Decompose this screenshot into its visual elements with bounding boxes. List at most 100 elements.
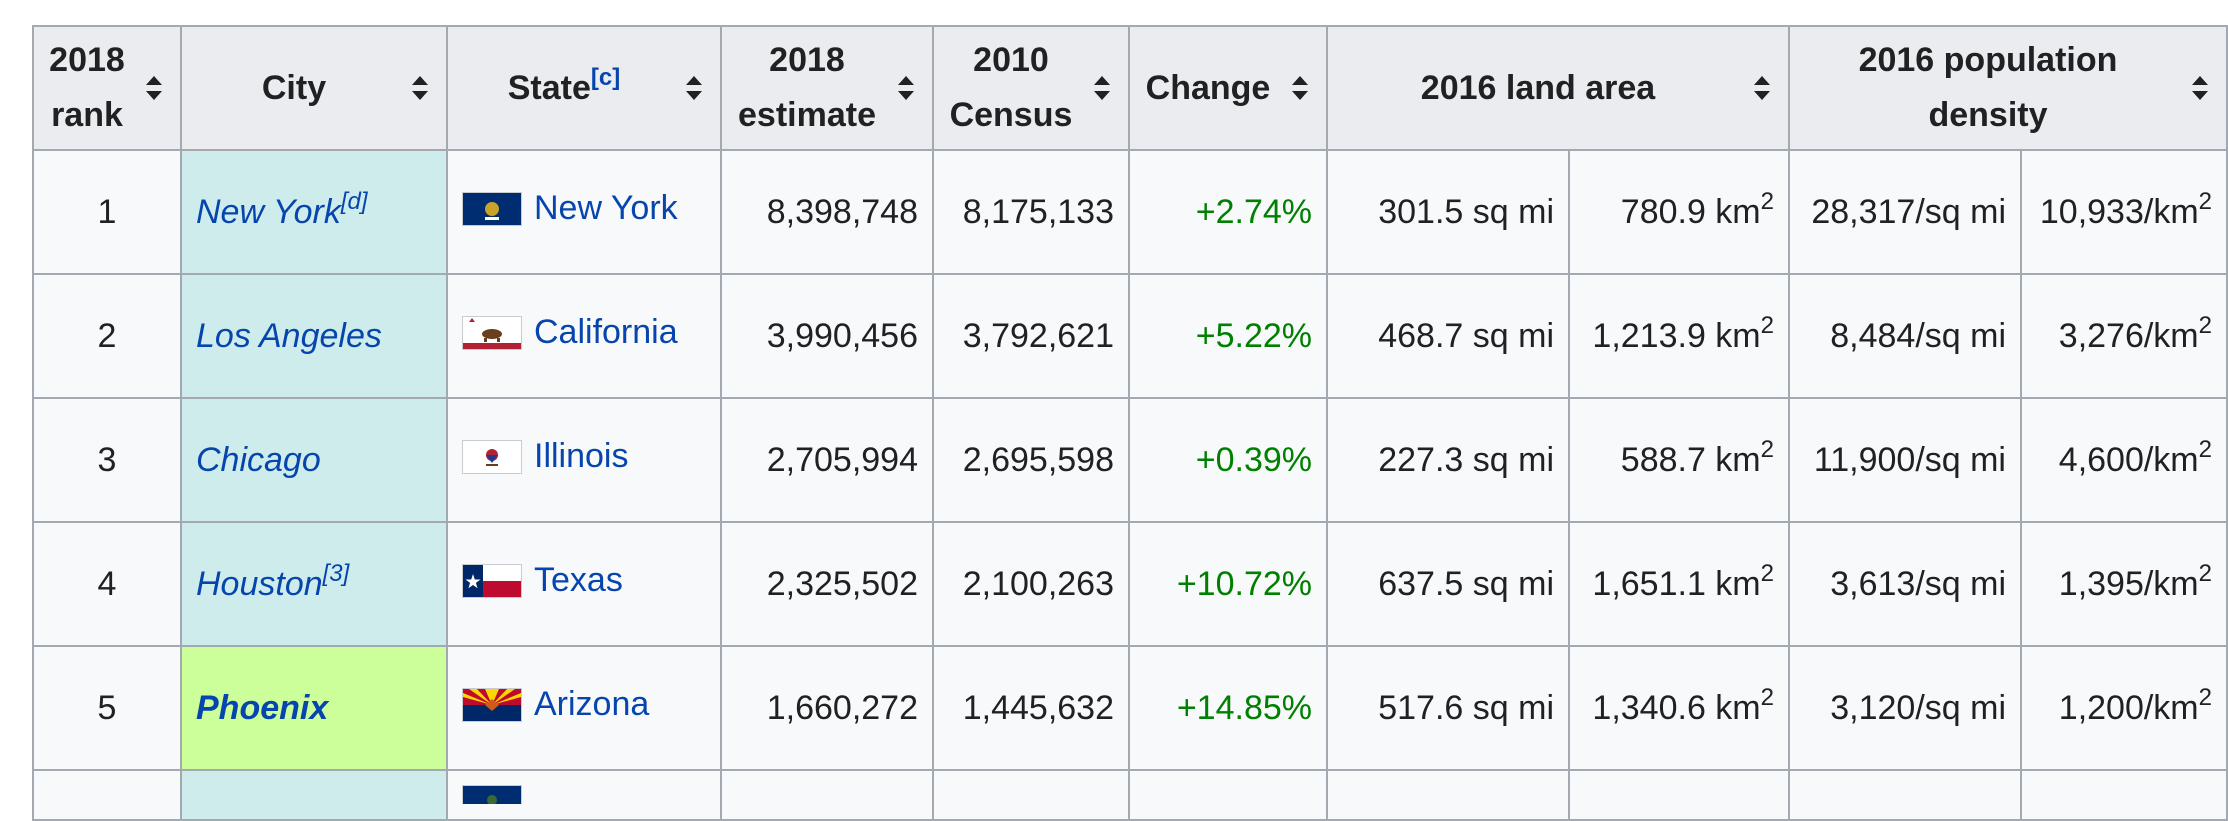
area-km-value: 1,213.9 km xyxy=(1592,316,1761,355)
header-estimate[interactable]: 2018 estimate xyxy=(720,25,934,151)
header-density-line1: 2016 population xyxy=(1858,41,2118,79)
city-link[interactable]: Houston xyxy=(196,564,323,603)
density-km-value: 1,395/km xyxy=(2058,564,2199,603)
state-link[interactable]: Texas xyxy=(534,561,623,600)
header-census-line1: 2010 xyxy=(973,41,1049,79)
sort-icon[interactable] xyxy=(2190,74,2210,102)
density-km-cell: 3,276/km2 xyxy=(2020,273,2228,399)
table-row: 4 Houston[3] Texas 2,325,502 2,100,263 +… xyxy=(32,521,2228,647)
state-note-link[interactable]: [c] xyxy=(590,63,621,91)
area-km-cell: 1,340.6 km2 xyxy=(1568,645,1790,771)
area-km-value: 1,651.1 km xyxy=(1592,564,1761,603)
header-land-area[interactable]: 2016 land area xyxy=(1326,25,1790,151)
squared-superscript: 2 xyxy=(2198,187,2212,215)
density-sqmi-cell: 28,317/sq mi xyxy=(1788,149,2022,275)
squared-superscript: 2 xyxy=(2198,559,2212,587)
header-rank[interactable]: 2018 rank xyxy=(32,25,182,151)
sort-icon[interactable] xyxy=(896,74,916,102)
state-link[interactable]: New York xyxy=(534,189,678,228)
squared-superscript: 2 xyxy=(1760,187,1774,215)
density-km-value: 4,600/km xyxy=(2058,440,2199,479)
illinois-flag-icon xyxy=(462,439,522,474)
census-cell: 8,175,133 xyxy=(932,149,1130,275)
area-km-value: 1,340.6 km xyxy=(1592,688,1761,727)
density-km-cell: 4,600/km2 xyxy=(2020,397,2228,523)
table-row: 5 Phoenix Arizona 1,660,272 1,445,632 +1… xyxy=(32,645,2228,771)
state-link[interactable]: California xyxy=(534,313,678,352)
table-row: 2 Los Angeles California 3,990,456 3,792… xyxy=(32,273,2228,399)
area-sqmi-cell: 227.3 sq mi xyxy=(1326,397,1570,523)
squared-superscript: 2 xyxy=(1760,311,1774,339)
state-cell xyxy=(446,769,722,821)
state-link[interactable]: Illinois xyxy=(534,437,629,476)
area-km-cell xyxy=(1568,769,1790,821)
cities-table: 2018 rank City State[c] 2018 estimate 2010… xyxy=(32,25,2228,821)
rank-cell: 4 xyxy=(32,521,182,647)
squared-superscript: 2 xyxy=(1760,683,1774,711)
table-row: 1 New York[d] New York 8,398,748 8,175,1… xyxy=(32,149,2228,275)
area-sqmi-cell: 301.5 sq mi xyxy=(1326,149,1570,275)
city-note-link[interactable]: [d] xyxy=(340,187,368,215)
area-km-value: 780.9 km xyxy=(1620,192,1761,231)
header-change-label: Change xyxy=(1145,68,1271,107)
city-cell: Chicago xyxy=(180,397,448,523)
sort-icon[interactable] xyxy=(1290,74,1310,102)
area-sqmi-cell xyxy=(1326,769,1570,821)
squared-superscript: 2 xyxy=(1760,435,1774,463)
state-cell: Illinois xyxy=(446,397,722,523)
estimate-cell: 3,990,456 xyxy=(720,273,934,399)
estimate-cell: 2,705,994 xyxy=(720,397,934,523)
city-cell: Los Angeles xyxy=(180,273,448,399)
city-link[interactable]: Phoenix xyxy=(196,688,329,727)
city-note-link[interactable]: [3] xyxy=(322,559,350,587)
city-cell: Houston[3] xyxy=(180,521,448,647)
estimate-cell: 8,398,748 xyxy=(720,149,934,275)
state-cell: New York xyxy=(446,149,722,275)
rank-cell xyxy=(32,769,182,821)
sort-icon[interactable] xyxy=(684,74,704,102)
city-link[interactable]: Los Angeles xyxy=(196,316,382,355)
rank-cell: 1 xyxy=(32,149,182,275)
header-density[interactable]: 2016 population density xyxy=(1788,25,2228,151)
area-km-cell: 588.7 km2 xyxy=(1568,397,1790,523)
header-city-label: City xyxy=(261,68,327,107)
header-census[interactable]: 2010 Census xyxy=(932,25,1130,151)
city-link[interactable]: Chicago xyxy=(196,440,321,479)
area-sqmi-cell: 637.5 sq mi xyxy=(1326,521,1570,647)
arizona-flag-icon xyxy=(462,687,522,722)
squared-superscript: 2 xyxy=(2198,311,2212,339)
header-state[interactable]: State[c] xyxy=(446,25,722,151)
sort-icon[interactable] xyxy=(1752,74,1772,102)
header-city[interactable]: City xyxy=(180,25,448,151)
header-row: 2018 rank City State[c] 2018 estimate 2010… xyxy=(32,25,2228,151)
sort-icon[interactable] xyxy=(144,74,164,102)
density-km-cell: 1,395/km2 xyxy=(2020,521,2228,647)
density-km-cell: 1,200/km2 xyxy=(2020,645,2228,771)
density-sqmi-cell xyxy=(1788,769,2022,821)
sort-icon[interactable] xyxy=(1092,74,1112,102)
sort-icon[interactable] xyxy=(410,74,430,102)
california-flag-icon xyxy=(462,315,522,350)
census-cell: 1,445,632 xyxy=(932,645,1130,771)
city-link[interactable]: New York xyxy=(196,192,341,231)
header-density-line2: density xyxy=(1928,96,2048,134)
density-km-cell: 10,933/km2 xyxy=(2020,149,2228,275)
density-sqmi-cell: 8,484/sq mi xyxy=(1788,273,2022,399)
state-flag-icon xyxy=(462,785,522,804)
change-cell: +10.72% xyxy=(1128,521,1328,647)
table-row-partial xyxy=(32,769,2228,821)
state-cell: Arizona xyxy=(446,645,722,771)
table-row: 3 Chicago Illinois 2,705,994 2,695,598 +… xyxy=(32,397,2228,523)
area-km-value: 588.7 km xyxy=(1620,440,1761,479)
header-change[interactable]: Change xyxy=(1128,25,1328,151)
estimate-cell: 2,325,502 xyxy=(720,521,934,647)
squared-superscript: 2 xyxy=(2198,435,2212,463)
density-km-value: 1,200/km xyxy=(2058,688,2199,727)
header-rank-line2: rank xyxy=(51,96,123,134)
table-wrapper: 2018 rank City State[c] 2018 estimate 2010… xyxy=(32,25,2228,821)
area-km-cell: 1,213.9 km2 xyxy=(1568,273,1790,399)
census-cell: 2,100,263 xyxy=(932,521,1130,647)
census-cell: 3,792,621 xyxy=(932,273,1130,399)
area-km-cell: 1,651.1 km2 xyxy=(1568,521,1790,647)
state-link[interactable]: Arizona xyxy=(534,685,650,724)
